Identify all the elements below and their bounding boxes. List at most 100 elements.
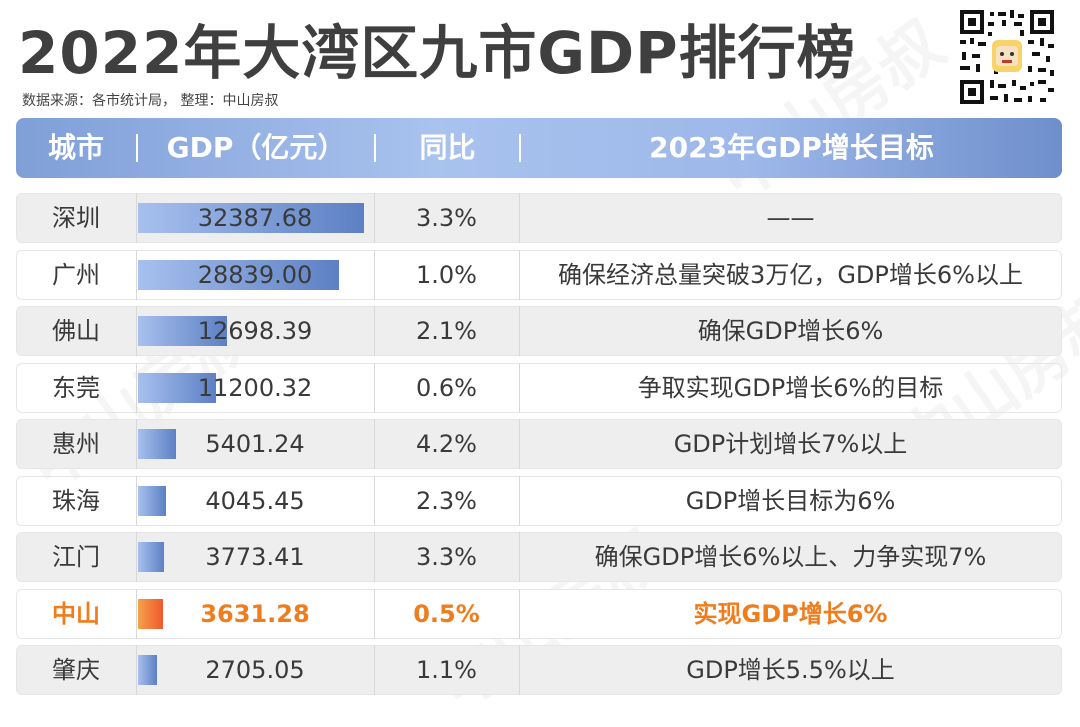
header-city: 城市	[47, 131, 104, 164]
column-divider	[374, 532, 375, 582]
table-header: 城市 GDP（亿元） 同比 2023年GDP增长目标	[16, 118, 1062, 178]
growth-target: GDP增长目标为6%	[685, 487, 896, 515]
table-row: 广州 28839.00 1.0% 确保经济总量突破3万亿，GDP增长6%以上	[16, 250, 1062, 300]
table-row: 东莞 11200.32 0.6% 争取实现GDP增长6%的目标	[16, 363, 1062, 413]
column-divider	[136, 419, 137, 469]
gdp-bar	[138, 203, 364, 233]
column-divider	[519, 589, 520, 639]
city-name: 佛山	[52, 317, 100, 345]
growth-target: 确保GDP增长6%以上、力争实现7%	[594, 543, 987, 571]
row-background	[16, 476, 1062, 526]
column-divider	[519, 419, 520, 469]
column-divider	[374, 476, 375, 526]
yoy-growth: 1.0%	[416, 261, 477, 289]
growth-target: 实现GDP增长6%	[693, 600, 888, 628]
gdp-value-label: 12698.39	[197, 317, 313, 345]
column-divider	[136, 193, 137, 243]
city-name: 中山	[52, 600, 100, 628]
yoy-growth: 0.6%	[416, 374, 477, 402]
table-row: 佛山 12698.39 2.1% 确保GDP增长6%	[16, 306, 1062, 356]
city-name: 肇庆	[52, 656, 100, 684]
column-divider	[374, 363, 375, 413]
qr-code-icon	[958, 8, 1056, 106]
table-row: 中山 3631.28 0.5% 实现GDP增长6%	[16, 589, 1062, 639]
gdp-bar	[138, 260, 339, 290]
row-background	[16, 250, 1062, 300]
gdp-bar	[138, 316, 227, 346]
gdp-value-label: 11200.32	[197, 374, 313, 402]
city-name: 深圳	[52, 204, 100, 232]
growth-target: GDP增长5.5%以上	[686, 656, 895, 684]
city-name: 珠海	[52, 487, 100, 515]
header-goal: 2023年GDP增长目标	[649, 131, 934, 164]
gdp-value-label: 3773.41	[205, 543, 305, 571]
growth-target: 确保GDP增长6%	[697, 317, 884, 345]
column-divider	[374, 306, 375, 356]
header-separator	[136, 134, 138, 162]
yoy-growth: 0.5%	[413, 600, 480, 628]
yoy-growth: 2.3%	[416, 487, 477, 515]
gdp-bar	[138, 542, 164, 572]
column-divider	[519, 306, 520, 356]
header-separator	[519, 134, 521, 162]
table-row: 肇庆 2705.05 1.1% GDP增长5.5%以上	[16, 645, 1062, 695]
column-divider	[374, 645, 375, 695]
page-title: 2022年大湾区九市GDP排行榜	[18, 19, 856, 87]
column-divider	[136, 645, 137, 695]
column-divider	[136, 306, 137, 356]
column-divider	[374, 419, 375, 469]
city-name: 江门	[52, 543, 100, 571]
column-divider	[519, 250, 520, 300]
gdp-value-label: 4045.45	[205, 487, 305, 515]
column-divider	[136, 250, 137, 300]
gdp-bar	[138, 486, 166, 516]
column-divider	[374, 250, 375, 300]
column-divider	[136, 363, 137, 413]
growth-target: GDP计划增长7%以上	[673, 430, 908, 458]
column-divider	[519, 476, 520, 526]
city-name: 东莞	[52, 374, 100, 402]
table-row: 江门 3773.41 3.3% 确保GDP增长6%以上、力争实现7%	[16, 532, 1062, 582]
column-divider	[374, 589, 375, 639]
gdp-value-label: 32387.68	[197, 204, 313, 232]
column-divider	[136, 532, 137, 582]
gdp-bar	[138, 655, 157, 685]
row-background	[16, 193, 1062, 243]
row-background	[16, 589, 1062, 639]
growth-target: 争取实现GDP增长6%的目标	[637, 374, 944, 402]
gdp-value-label: 5401.24	[205, 430, 305, 458]
row-background	[16, 645, 1062, 695]
yoy-growth: 3.3%	[416, 543, 477, 571]
table-row: 惠州 5401.24 4.2% GDP计划增长7%以上	[16, 419, 1062, 469]
column-divider	[374, 193, 375, 243]
growth-target: ——	[766, 204, 815, 232]
header-separator	[374, 134, 376, 162]
row-background	[16, 363, 1062, 413]
gdp-value-label: 2705.05	[205, 656, 305, 684]
gdp-bar	[138, 373, 216, 403]
gdp-value-label: 3631.28	[200, 600, 310, 628]
column-divider	[519, 532, 520, 582]
column-divider	[519, 193, 520, 243]
column-divider	[136, 476, 137, 526]
gdp-bar	[138, 599, 163, 629]
city-name: 广州	[52, 261, 100, 289]
row-background	[16, 532, 1062, 582]
gdp-bar	[138, 429, 176, 459]
yoy-growth: 1.1%	[416, 656, 477, 684]
yoy-growth: 3.3%	[416, 204, 477, 232]
gdp-value-label: 28839.00	[197, 261, 313, 289]
column-divider	[136, 589, 137, 639]
table-row: 珠海 4045.45 2.3% GDP增长目标为6%	[16, 476, 1062, 526]
header-gdp: GDP（亿元）	[166, 131, 346, 164]
header-yoy: 同比	[419, 131, 476, 164]
data-source-note: 数据来源：各市统计局， 整理：中山房叔	[22, 93, 279, 109]
column-divider	[519, 363, 520, 413]
table-row: 深圳 32387.68 3.3% ——	[16, 193, 1062, 243]
city-name: 惠州	[52, 430, 100, 458]
row-background	[16, 419, 1062, 469]
yoy-growth: 2.1%	[416, 317, 477, 345]
yoy-growth: 4.2%	[416, 430, 477, 458]
growth-target: 确保经济总量突破3万亿，GDP增长6%以上	[558, 261, 1023, 289]
column-divider	[519, 645, 520, 695]
